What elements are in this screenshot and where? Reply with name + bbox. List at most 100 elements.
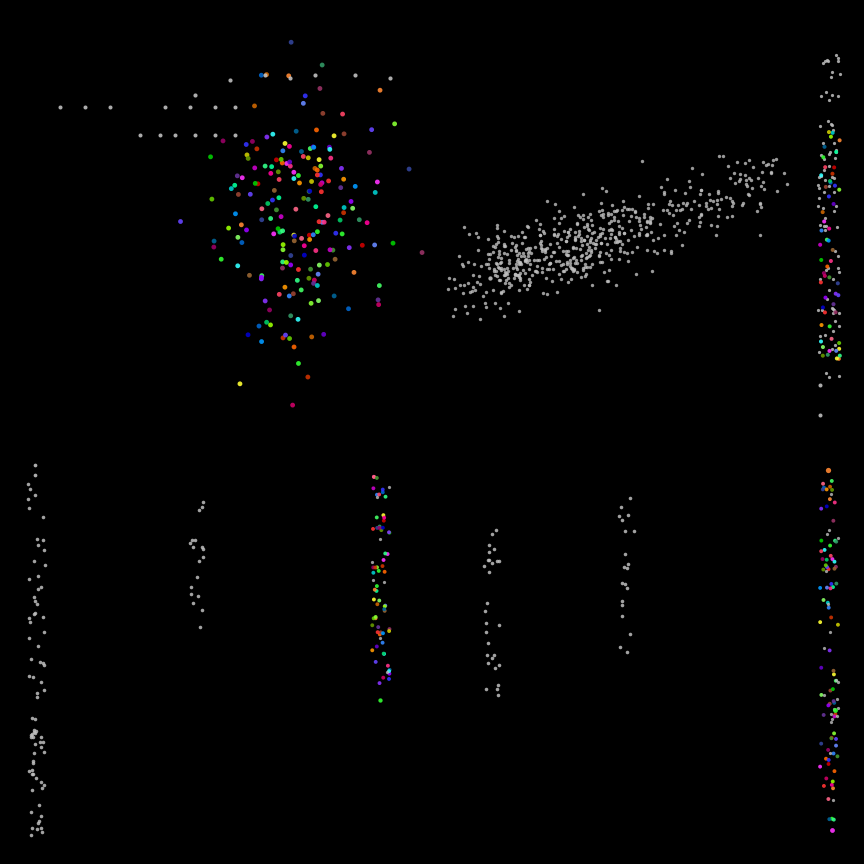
Point	[378, 647, 391, 661]
Point	[276, 331, 290, 345]
Point	[235, 236, 249, 250]
Point	[653, 217, 667, 231]
Point	[323, 143, 337, 156]
Point	[511, 229, 525, 243]
Point	[629, 211, 643, 225]
Point	[823, 145, 837, 159]
Point	[471, 230, 485, 244]
Point	[556, 264, 570, 278]
Point	[825, 66, 839, 79]
Point	[555, 211, 569, 225]
Point	[817, 219, 831, 233]
Point	[367, 470, 381, 484]
Point	[492, 554, 506, 568]
Point	[355, 238, 369, 252]
Point	[827, 186, 841, 200]
Point	[376, 636, 390, 650]
Point	[548, 228, 562, 242]
Point	[525, 268, 539, 282]
Point	[813, 759, 827, 773]
Point	[817, 185, 831, 199]
Point	[616, 208, 630, 222]
Point	[371, 175, 384, 189]
Point	[307, 276, 321, 290]
Point	[677, 225, 691, 238]
Point	[620, 201, 634, 215]
Point	[415, 245, 429, 259]
Point	[207, 234, 221, 248]
Point	[499, 273, 513, 287]
Point	[490, 219, 504, 232]
Point	[370, 579, 384, 593]
Point	[497, 263, 511, 276]
Point	[817, 779, 831, 793]
Point	[740, 177, 753, 191]
Point	[744, 173, 758, 187]
Point	[478, 604, 492, 618]
Point	[817, 152, 831, 166]
Point	[821, 259, 835, 273]
Point	[593, 250, 607, 264]
Point	[537, 252, 551, 266]
Point	[822, 189, 835, 203]
Point	[103, 100, 117, 114]
Point	[552, 217, 566, 231]
Point	[314, 185, 328, 199]
Point	[383, 71, 397, 85]
Point	[513, 266, 527, 280]
Point	[370, 561, 384, 575]
Point	[827, 727, 841, 740]
Point	[604, 214, 618, 228]
Point	[658, 244, 671, 257]
Point	[35, 735, 49, 749]
Point	[378, 511, 391, 524]
Point	[826, 306, 840, 320]
Point	[622, 202, 636, 216]
Point	[287, 228, 301, 242]
Point	[742, 187, 756, 201]
Point	[642, 197, 656, 211]
Point	[537, 225, 550, 238]
Point	[388, 117, 402, 130]
Point	[569, 232, 582, 245]
Point	[518, 254, 531, 268]
Point	[609, 232, 623, 245]
Point	[540, 241, 554, 255]
Point	[260, 130, 274, 144]
Point	[754, 180, 768, 194]
Point	[673, 203, 687, 217]
Point	[371, 491, 384, 505]
Point	[283, 139, 296, 153]
Point	[36, 510, 50, 524]
Point	[512, 246, 526, 260]
Point	[560, 257, 574, 270]
Point	[483, 247, 497, 261]
Point	[490, 682, 504, 696]
Point	[291, 357, 305, 371]
Point	[515, 257, 529, 270]
Point	[366, 566, 380, 580]
Point	[814, 737, 828, 751]
Point	[208, 100, 222, 114]
Point	[819, 558, 833, 572]
Point	[584, 245, 598, 259]
Point	[823, 175, 837, 189]
Point	[511, 269, 524, 283]
Point	[588, 237, 602, 251]
Point	[315, 58, 329, 72]
Point	[29, 724, 43, 738]
Point	[534, 234, 548, 248]
Point	[498, 239, 511, 253]
Point	[828, 496, 842, 510]
Point	[823, 644, 836, 658]
Point	[312, 215, 326, 229]
Point	[823, 523, 836, 537]
Point	[611, 234, 625, 248]
Point	[602, 248, 616, 262]
Point	[283, 155, 296, 168]
Point	[491, 678, 505, 692]
Point	[492, 261, 506, 275]
Point	[637, 207, 651, 221]
Point	[264, 160, 278, 174]
Point	[725, 200, 739, 213]
